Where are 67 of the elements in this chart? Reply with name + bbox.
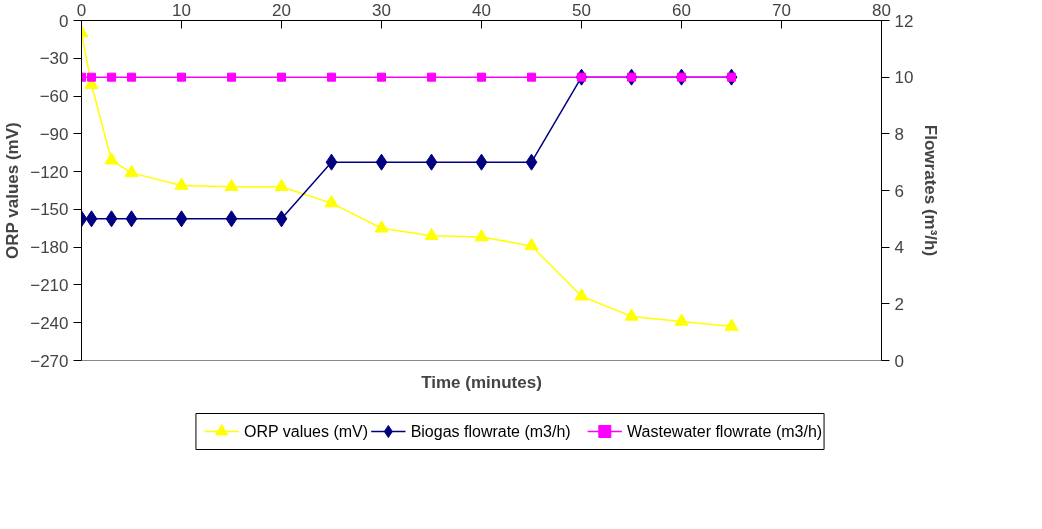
- point: [127, 72, 136, 82]
- point: [377, 72, 386, 82]
- point: [674, 313, 689, 326]
- y2-tick-label: 6: [894, 181, 904, 201]
- y2-tick-label: 2: [894, 294, 904, 314]
- point: [325, 153, 338, 171]
- point: [477, 72, 486, 82]
- y-tick-label: −60: [39, 87, 69, 107]
- y-tick-label: −210: [30, 275, 69, 295]
- y-tick-label: −180: [30, 238, 69, 258]
- y-tick-label: −240: [30, 313, 69, 333]
- y-tick-label: −30: [39, 49, 69, 69]
- point: [327, 72, 336, 82]
- y2-tick-label: 0: [894, 351, 904, 371]
- point: [274, 178, 289, 191]
- point: [474, 229, 489, 242]
- y-tick-label: −150: [30, 200, 69, 220]
- y2-axis-title: Flowrates (m³/h): [921, 124, 941, 257]
- y-tick-label: −120: [30, 162, 69, 182]
- point: [125, 210, 138, 228]
- point: [85, 210, 98, 228]
- point: [225, 210, 238, 228]
- x-axis-title: Time (minutes): [421, 372, 542, 392]
- point: [574, 288, 589, 301]
- point: [227, 72, 236, 82]
- y-axis-title: ORP values (mV): [3, 122, 23, 259]
- point: [527, 72, 536, 82]
- x-tick-label: 30: [372, 0, 391, 20]
- y-tick-label: −90: [39, 124, 69, 144]
- point: [724, 318, 739, 331]
- x-tick-label: 70: [772, 0, 791, 20]
- y2-tick-label: 8: [894, 124, 904, 144]
- x-tick-label: 40: [472, 0, 491, 20]
- legend-label: Biogas flowrate (m3/h): [410, 423, 571, 440]
- point: [425, 153, 438, 171]
- point: [324, 195, 339, 208]
- point: [277, 72, 286, 82]
- point: [475, 153, 488, 171]
- point: [427, 72, 436, 82]
- x-tick-label: 50: [572, 0, 591, 20]
- x-tick-label: 0: [76, 0, 87, 20]
- y2-tick-label: 12: [894, 11, 914, 31]
- point: [525, 153, 538, 171]
- y2-tick-label: 4: [894, 238, 904, 258]
- point: [175, 210, 188, 228]
- x-tick-label: 80: [872, 0, 891, 20]
- point: [424, 227, 439, 241]
- x-tick-label: 10: [172, 0, 191, 20]
- x-tick-label: 20: [272, 0, 291, 20]
- point: [375, 153, 388, 171]
- point: [177, 72, 186, 82]
- point: [624, 308, 639, 321]
- point: [104, 152, 119, 165]
- point: [107, 72, 116, 82]
- y2-tick-label: 10: [894, 68, 914, 88]
- y-tick-label: −270: [30, 351, 69, 371]
- point: [224, 178, 239, 191]
- point: [174, 177, 189, 190]
- legend-label: ORP values (mV): [243, 423, 369, 440]
- point: [275, 210, 288, 228]
- point: [524, 237, 539, 251]
- point: [105, 210, 118, 228]
- point: [87, 72, 96, 82]
- x-tick-label: 60: [672, 0, 691, 20]
- point: [374, 220, 389, 233]
- point: [124, 164, 139, 178]
- legend-label: Wastewater flowrate (m3/h): [627, 423, 823, 440]
